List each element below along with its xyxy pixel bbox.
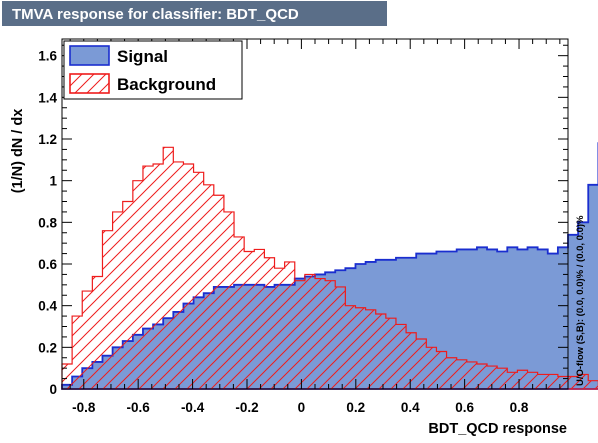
y-tick-label: 0.2 (38, 340, 57, 355)
y-tick-label: 0.8 (38, 215, 57, 230)
y-tick-label: 1.6 (38, 49, 57, 64)
under-overflow-label: U/O-flow (S,B): (0.0, 0.0)% / (0.0, 0.0)… (575, 215, 586, 386)
y-tick-label: 1.4 (38, 90, 57, 105)
x-axis-title: BDT_QCD response (428, 421, 567, 437)
legend-swatch-background (69, 73, 110, 94)
legend-label-signal: Signal (117, 47, 168, 66)
y-tick-label: 0.6 (38, 257, 57, 272)
y-axis-title: (1/N) dN / dx (10, 109, 26, 194)
histogram-layer (61, 142, 598, 390)
x-tick-label: 0.2 (346, 400, 365, 415)
chart-title: TMVA response for classifier: BDT_QCD (12, 6, 299, 23)
x-tick-label: 0 (298, 400, 306, 415)
legend: Signal Background (63, 40, 243, 100)
background-histogram (61, 146, 598, 390)
x-tick-label: -0.6 (127, 400, 151, 415)
y-tick-label: 0 (49, 382, 57, 397)
y-tick-label: 1.2 (38, 132, 57, 147)
x-tick-label: -0.4 (181, 400, 205, 415)
x-tick-label: -0.8 (72, 400, 96, 415)
y-tick-label: 1 (49, 174, 57, 189)
title-banner (2, 1, 387, 26)
legend-swatch-signal (69, 45, 110, 66)
x-tick-label: 0.4 (401, 400, 420, 415)
x-tick-label: 0.8 (510, 400, 529, 415)
x-tick-label: -0.2 (235, 400, 258, 415)
legend-label-background: Background (117, 75, 216, 94)
x-tick-label: 0.6 (455, 400, 474, 415)
y-tick-label: 0.4 (38, 299, 57, 314)
